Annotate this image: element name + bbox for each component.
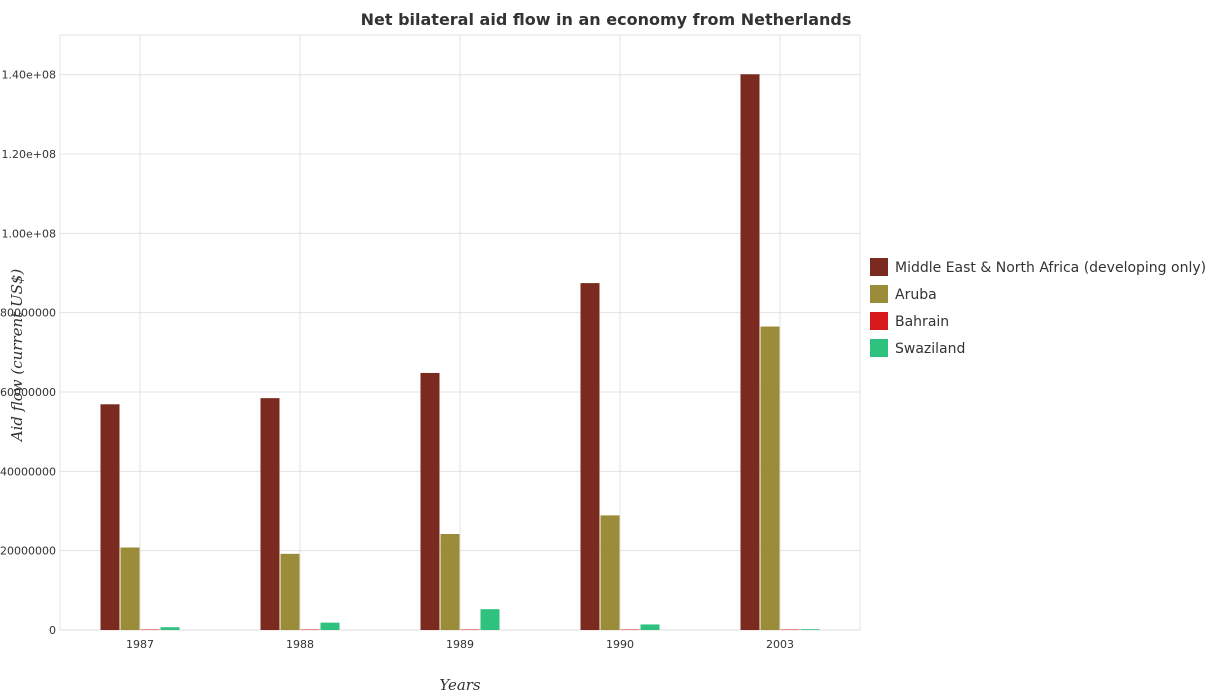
y-axis-label: Aid flow (current US$) [8,269,26,444]
chart-title: Net bilateral aid flow in an economy fro… [361,10,852,29]
bars [100,74,820,630]
y-tick-label: 1.40e+08 [2,69,56,82]
y-tick-label: 40000000 [0,465,56,478]
legend-swatch [870,285,888,303]
bar-aruba-1990 [600,515,620,630]
bar-bahrain-1990 [620,629,640,630]
bar-swaziland-1988 [320,622,340,630]
y-tick-label: 0 [49,624,56,637]
y-tick-label: 20000000 [0,545,56,558]
bar-bahrain-1987 [140,629,160,630]
grid-lines [59,34,861,631]
x-tick-label: 1989 [446,638,474,651]
bar-aruba-1988 [280,553,300,630]
bar-bahrain-2003 [780,629,800,630]
bar-swaziland-1987 [160,627,180,630]
bar-swaziland-1989 [480,609,500,630]
bar-bahrain-1989 [460,629,480,630]
bar-middle-east-north-africa-developing-only--1987 [100,404,120,630]
y-tick-label: 1.00e+08 [2,227,56,240]
x-tick-label: 2003 [766,638,794,651]
bar-swaziland-1990 [640,624,660,630]
x-tick-label: 1988 [286,638,314,651]
bar-aruba-1989 [440,534,460,630]
x-tick-label: 1990 [606,638,634,651]
y-tick-label: 60000000 [0,386,56,399]
legend-swatch [870,258,888,276]
legend: Middle East & North Africa (developing o… [870,258,1206,357]
bar-aruba-1987 [120,547,140,630]
legend-label: Middle East & North Africa (developing o… [895,260,1206,276]
legend-label: Swaziland [895,341,965,357]
legend-label: Bahrain [895,314,949,330]
y-tick-label: 1.20e+08 [2,148,56,161]
x-tick-label: 1987 [126,638,154,651]
legend-label: Aruba [895,287,937,303]
bar-swaziland-2003 [800,629,820,630]
bar-middle-east-north-africa-developing-only--1988 [260,398,280,630]
bar-aruba-2003 [760,326,780,630]
axes: 0 20000000 40000000 60000000 80000000 1.00e+0… [0,69,794,651]
legend-swatch [870,312,888,330]
bar-bahrain-1988 [300,629,320,630]
bar-middle-east-north-africa-developing-only--2003 [740,74,760,630]
y-tick-label: 80000000 [0,307,56,320]
legend-swatch [870,339,888,357]
bar-middle-east-north-africa-developing-only--1989 [420,372,440,630]
bar-middle-east-north-africa-developing-only--1990 [580,283,600,630]
x-axis-label: Years [439,676,481,694]
